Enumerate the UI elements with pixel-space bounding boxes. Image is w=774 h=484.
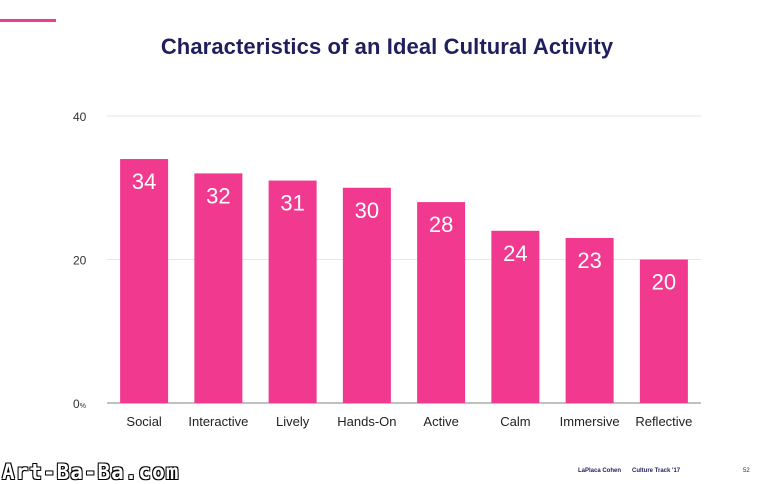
y-tick-suffix: % [80, 403, 86, 410]
category-label: Social [126, 414, 162, 429]
category-label: Lively [276, 414, 310, 429]
footer-report: Culture Track '17 [632, 468, 681, 474]
bar-value-label: 20 [652, 270, 676, 295]
bar-reflective [639, 259, 688, 403]
bar-value-label: 24 [503, 241, 527, 266]
category-label: Active [423, 414, 458, 429]
footer-page-number: 52 [743, 468, 750, 474]
bar-immersive [565, 237, 614, 403]
y-tick-label: 40 [73, 110, 87, 124]
bar-interactive [194, 173, 243, 403]
category-label: Calm [500, 414, 530, 429]
bar-value-label: 30 [355, 198, 379, 223]
chart-title: Characteristics of an Ideal Cultural Act… [160, 34, 614, 59]
category-label: Reflective [635, 414, 692, 429]
bar-lively [268, 180, 317, 403]
bar-value-label: 32 [206, 183, 230, 208]
top-accent-line [0, 19, 56, 22]
watermark-text: Art-Ba-Ba.com [2, 460, 180, 484]
bar-value-label: 34 [132, 169, 156, 194]
category-label: Interactive [188, 414, 248, 429]
bar-value-label: 23 [577, 248, 601, 273]
y-tick-label: 0% [73, 397, 86, 411]
y-tick-label: 20 [73, 254, 87, 268]
footer-brand: LaPlaca Cohen [578, 468, 622, 474]
category-label: Hands-On [337, 414, 396, 429]
bar-value-label: 28 [429, 212, 453, 237]
bar-calm [491, 230, 540, 403]
bar-hands-on [342, 187, 391, 403]
bar-value-label: 31 [280, 191, 304, 216]
category-label: Immersive [560, 414, 620, 429]
bar-social [120, 159, 169, 403]
bar-active [417, 202, 466, 403]
